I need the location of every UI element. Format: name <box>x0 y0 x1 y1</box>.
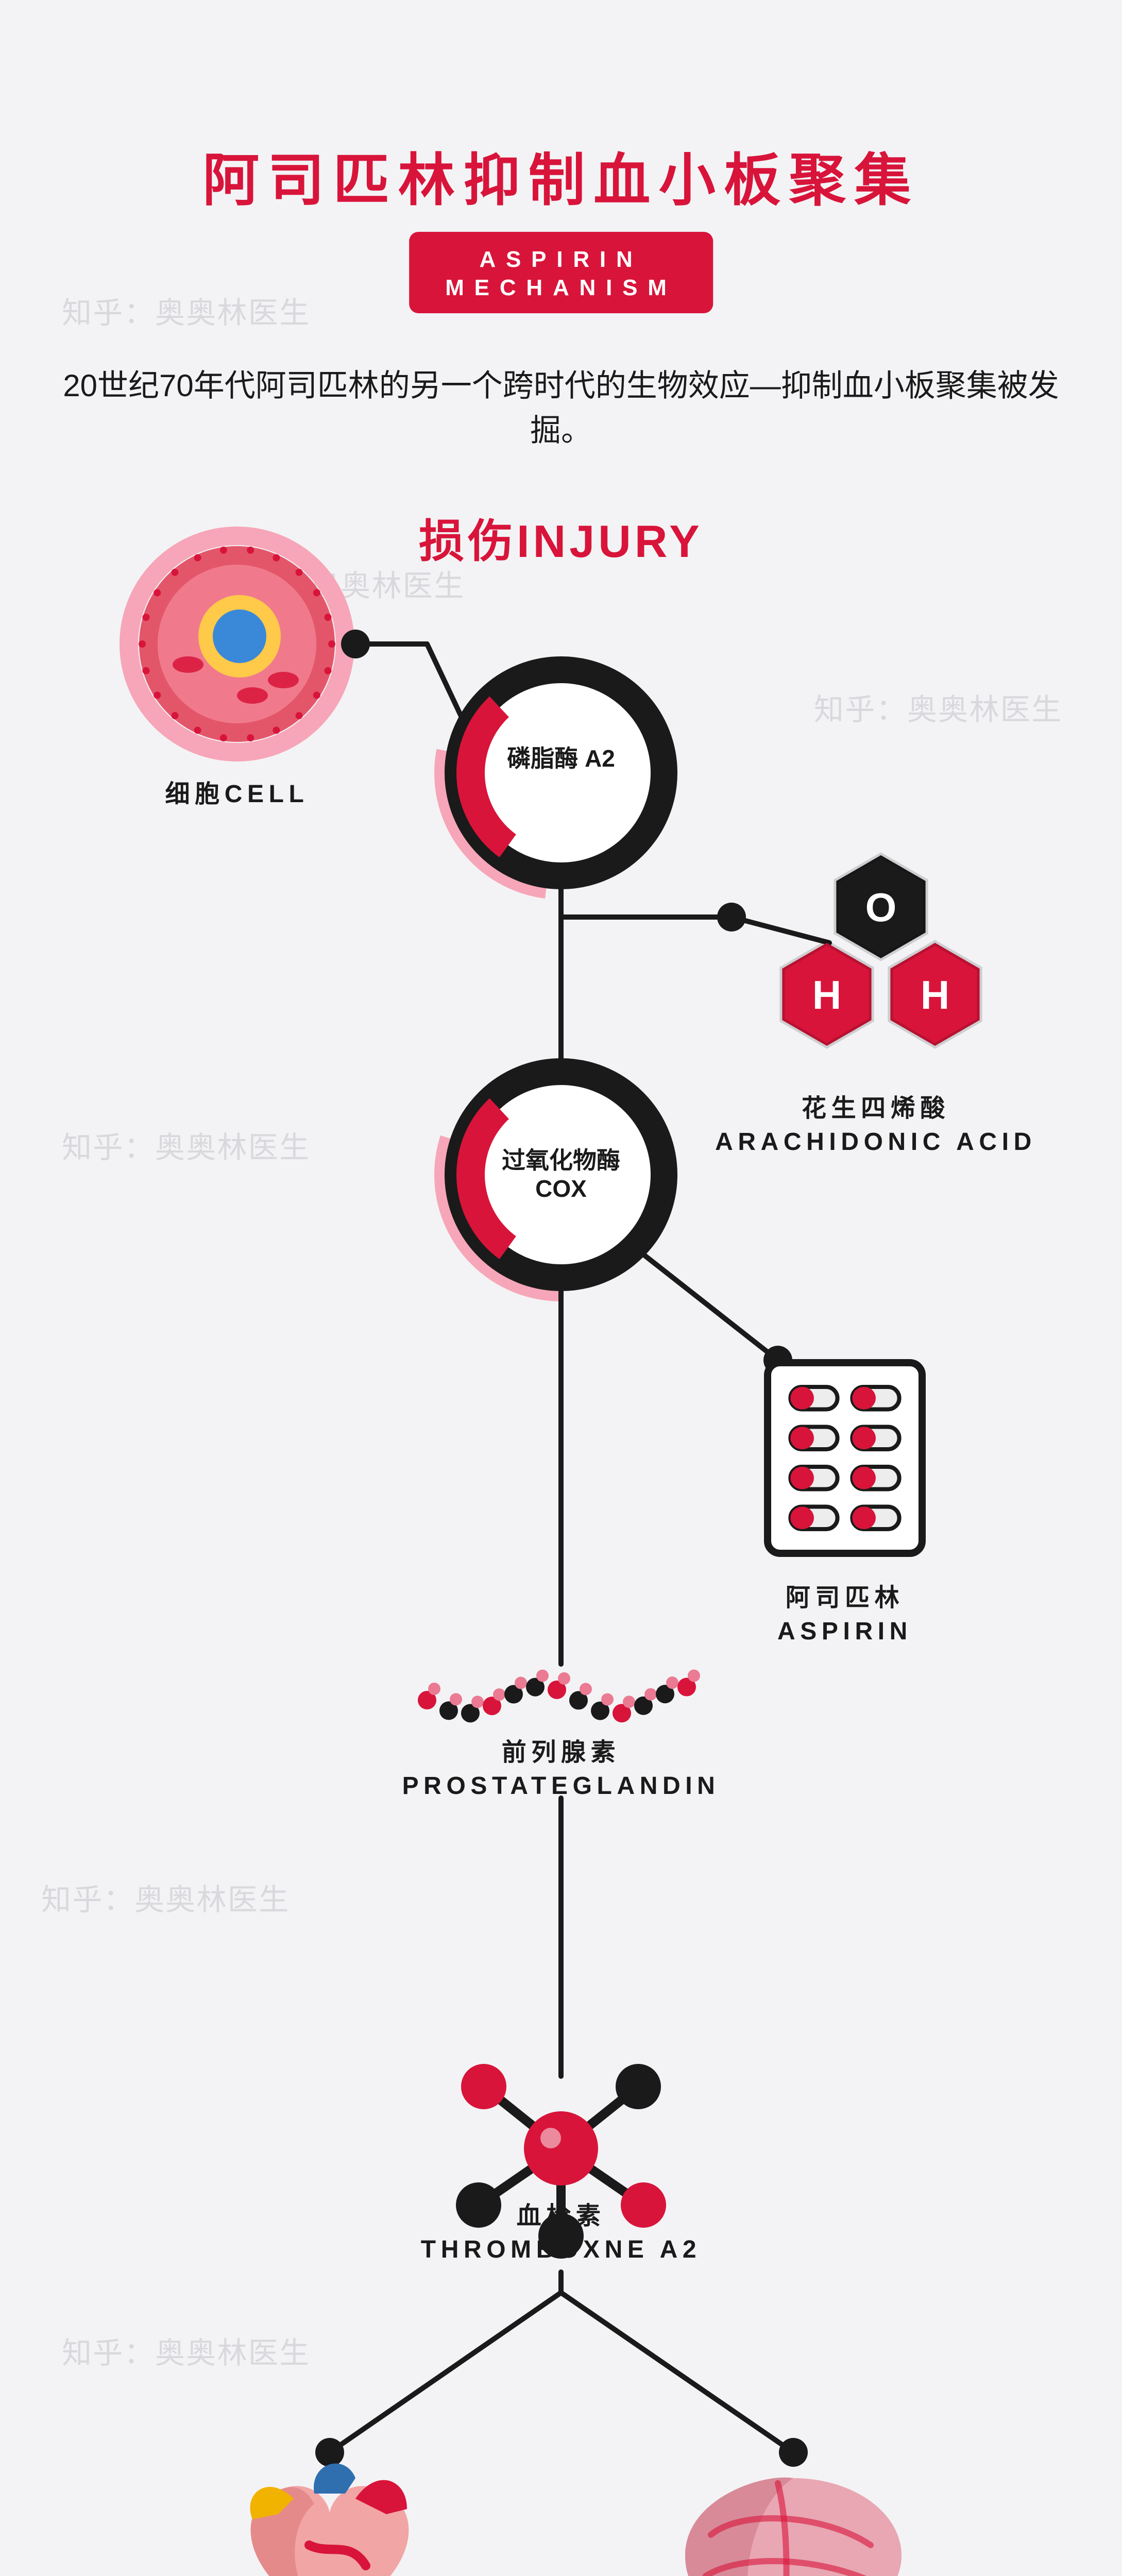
label-thromboxane: 血栓素THROMBOXNE A2 <box>329 2200 793 2267</box>
label-arachidonic-acid: 花生四烯酸ARACHIDONIC ACID <box>670 1092 1082 1159</box>
label-aspirin-top: 阿司匹林ASPIRIN <box>716 1582 974 1649</box>
svg-text:H: H <box>812 972 841 1018</box>
flow-diagram: OH H <box>0 0 1122 2576</box>
ring-label-cox: 过氧化物酶 COX <box>485 1146 637 1203</box>
svg-text:H: H <box>921 972 949 1018</box>
label-cell: 细胞CELL <box>108 778 366 811</box>
svg-text:O: O <box>865 885 897 930</box>
ring-label-a2: 磷脂酶 A2 <box>485 744 637 773</box>
label-prostaglandin: 前列腺素PROSTATEGLANDIN <box>329 1736 793 1803</box>
